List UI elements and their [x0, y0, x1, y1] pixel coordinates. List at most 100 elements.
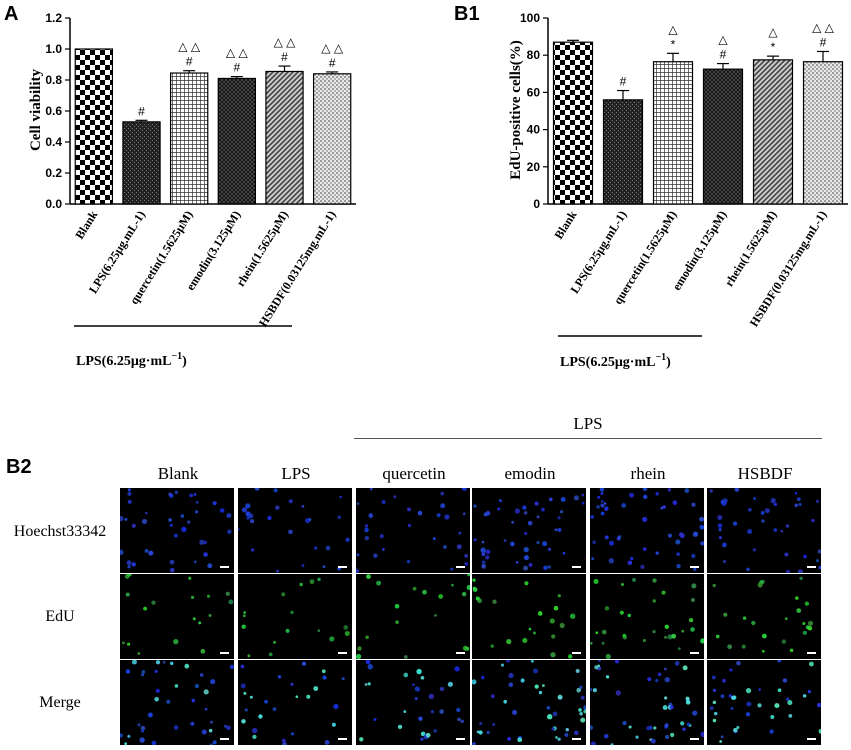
- micrograph-image: [359, 660, 465, 742]
- sig-mark: #: [620, 75, 627, 89]
- plot-area-b1: 020406080100Blank#LPS(6.25μg.mL-1)*△quer…: [520, 11, 848, 329]
- micrograph-cell: [356, 660, 470, 745]
- row-label-merge: Merge: [39, 694, 81, 711]
- group-label-b1: LPS(6.25μg·mL−1): [560, 352, 671, 370]
- scale-bar: [690, 738, 699, 740]
- scale-bar: [220, 652, 229, 654]
- y-tick-label: 0.4: [45, 135, 62, 149]
- micrograph-image: [473, 493, 585, 571]
- col-label-emodin: emodin: [504, 464, 556, 483]
- col-label-quercetin: quercetin: [382, 464, 446, 483]
- bar-1: [122, 121, 161, 205]
- micrograph-image: [472, 578, 581, 659]
- scale-bar: [338, 738, 347, 740]
- micrograph-image: [356, 488, 469, 573]
- micrograph-image: [472, 660, 586, 745]
- sig-mark-top: △ △: [274, 35, 297, 49]
- scale-bar: [807, 738, 816, 740]
- scale-bar: [690, 652, 699, 654]
- micrograph-image: [590, 577, 704, 659]
- y-tick-label: 0.0: [45, 197, 62, 211]
- panel-b2: B2 LPS Blank LPS quercetin emodin rhein …: [0, 410, 851, 750]
- sig-mark: #: [138, 104, 145, 118]
- panel-letter-b2: B2: [6, 456, 32, 478]
- scale-bar: [807, 566, 816, 568]
- row-label-edu: EdU: [45, 608, 75, 625]
- micrograph-image: [120, 660, 234, 745]
- y-axis-title-a: Cell viability: [28, 68, 44, 151]
- sig-mark: #: [820, 35, 827, 49]
- scale-bar: [338, 652, 347, 654]
- y-tick-label: 0: [533, 197, 540, 211]
- micrograph-cell: [356, 488, 470, 573]
- bar-4: [265, 70, 304, 205]
- scale-bar: [572, 652, 581, 654]
- micrograph-cell: [238, 660, 352, 745]
- row-label-hoechst: Hoechst33342: [13, 523, 107, 540]
- y-tick-label: 80: [527, 48, 541, 62]
- sig-mark: #: [720, 48, 727, 62]
- y-axis-title-b1: EdU-positive cells(%): [508, 40, 524, 180]
- bar-0: [74, 48, 114, 205]
- x-category-label: Blank: [551, 208, 579, 242]
- x-category-label: emodin(3.125μM): [669, 208, 729, 293]
- col-label-blank: Blank: [157, 464, 199, 483]
- sig-mark: *: [671, 37, 676, 51]
- micrograph-cell: [238, 574, 352, 659]
- micrograph-image: [238, 488, 350, 573]
- bar-1: [602, 99, 644, 205]
- col-label-lps: LPS: [281, 464, 311, 483]
- micrograph-cell: [707, 488, 821, 573]
- y-tick-label: 60: [527, 85, 541, 99]
- x-category-label: rhein(1.5625μM): [722, 208, 780, 289]
- micrograph-cell: [590, 488, 704, 573]
- scale-bar: [220, 566, 229, 568]
- sig-mark: #: [281, 50, 288, 64]
- scale-bar: [572, 738, 581, 740]
- panel-letter-b1: B1: [454, 3, 480, 25]
- scale-bar: [456, 652, 465, 654]
- sig-mark-top: △ △: [226, 46, 249, 60]
- micrograph-image: [356, 574, 470, 659]
- micrograph-image: [120, 488, 232, 573]
- scale-bar: [690, 566, 699, 568]
- micrograph-cell: [707, 660, 821, 745]
- y-tick-label: 100: [520, 11, 540, 25]
- y-tick-label: 40: [527, 123, 541, 137]
- bar-3: [217, 77, 257, 205]
- micrograph-cell: [120, 660, 234, 745]
- bar-5: [312, 73, 352, 205]
- bar-2: [652, 61, 694, 205]
- y-tick-label: 1.2: [45, 11, 62, 25]
- micrograph-cell: [590, 574, 704, 659]
- col-label-rhein: rhein: [630, 464, 666, 483]
- plot-area-a: 0.00.20.40.60.81.01.2Blank#LPS(6.25μg.mL…: [45, 11, 356, 329]
- scale-bar: [456, 738, 465, 740]
- y-tick-label: 1.0: [45, 42, 62, 56]
- x-category-label: rhein(1.5625μM): [233, 208, 291, 289]
- micrograph-cell: [356, 574, 470, 659]
- bar-0: [552, 41, 594, 205]
- micrograph-image: [240, 661, 347, 745]
- x-category-label: Blank: [72, 208, 100, 242]
- y-tick-label: 0.2: [45, 166, 62, 180]
- y-tick-label: 0.8: [45, 73, 62, 87]
- micrograph-image: [709, 660, 821, 743]
- micrograph-cell: [590, 660, 704, 745]
- sig-mark: #: [233, 61, 240, 75]
- sig-mark-top: △: [718, 33, 728, 47]
- micrograph-cell: [472, 574, 586, 659]
- micrograph-image: [241, 577, 350, 658]
- y-tick-label: 0.6: [45, 104, 62, 118]
- scale-bar: [338, 566, 347, 568]
- bar-4: [752, 59, 794, 205]
- chart-b1: B1 EdU-positive cells(%) 0 20 40 60 80 100 Bla…: [454, 3, 848, 370]
- micrograph-image: [709, 488, 821, 573]
- y-tick-label: 20: [527, 160, 541, 174]
- micrograph-cell: [120, 488, 234, 573]
- sig-mark: #: [186, 55, 193, 69]
- scale-bar: [572, 566, 581, 568]
- micrograph-cell: [120, 574, 234, 659]
- sig-mark-top: △ △: [321, 41, 344, 55]
- micrograph-cell: [707, 574, 821, 659]
